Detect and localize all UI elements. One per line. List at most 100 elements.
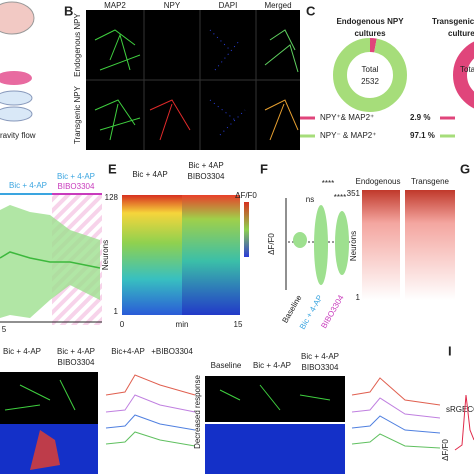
y-tick-label: 351 [347, 189, 361, 198]
sensor-label: sRGECO [446, 405, 474, 414]
donut [333, 38, 407, 112]
condition-label: BIBO3304 [188, 172, 225, 181]
trace [454, 394, 474, 451]
group-label: Baseline [280, 293, 303, 325]
panel-label: C [306, 3, 316, 18]
violin [293, 232, 307, 248]
significance: ns [306, 195, 314, 204]
y-tick-label: 1 [356, 293, 361, 302]
heatmap-title: Transgene [411, 177, 450, 186]
significance: **** [322, 179, 334, 188]
condition-label: BIBO3304 [302, 363, 339, 372]
donut-ring [453, 41, 474, 109]
legend-label: NPY⁻ & MAP2⁺ [320, 131, 376, 140]
condition-label: Bic + 4-AP [3, 347, 41, 356]
panel-label: G [460, 161, 470, 176]
y-tick-label: 1 [114, 307, 119, 316]
violin [335, 211, 349, 275]
donut-title: Endogenous NPY [336, 17, 404, 26]
condition-label: Bic + 4-AP [57, 347, 95, 356]
micrograph [205, 424, 345, 474]
y-label: ΔF/F0 [441, 439, 450, 461]
condition-label: Bic + 4-AP [253, 361, 291, 370]
dish [0, 90, 33, 106]
decoration [105, 431, 196, 447]
condition-label: Baseline [211, 361, 242, 370]
donut-segment [333, 38, 407, 112]
column-label: NPY [164, 1, 181, 10]
colorbar [244, 202, 249, 257]
condition-label: Bic + 4-AP [9, 181, 47, 190]
column-label: Merged [264, 1, 291, 10]
heatmap [405, 190, 455, 300]
row-label: Endogenous NPY [73, 13, 82, 77]
donut-title: Transgenic NPY [432, 17, 474, 26]
heatmap [362, 190, 400, 300]
condition-label: Bic + 4-AP [301, 352, 339, 361]
condition-label: Bic+4-AP [111, 347, 145, 356]
total-value: 2532 [361, 77, 379, 86]
y-label: Neurons [101, 240, 110, 270]
decoration [105, 374, 196, 396]
decoration [264, 99, 299, 141]
decoration [351, 397, 441, 419]
dish [0, 71, 32, 85]
panel-label: B [64, 3, 73, 18]
decoration [351, 377, 441, 406]
decoration [209, 99, 246, 136]
panel-label: I [448, 343, 452, 358]
x-tick-label: 15 [234, 320, 243, 329]
column-label: DAPI [219, 1, 238, 10]
value-label: 97.1 % [410, 131, 435, 140]
total-label: Total [362, 65, 379, 74]
mean-trace [0, 251, 101, 269]
neurons [219, 384, 331, 411]
activity-map [30, 430, 60, 470]
row-label: Decreased response [193, 375, 202, 449]
condition-label: Bic + 4AP [188, 161, 223, 170]
decoration [105, 394, 196, 413]
heatmap [182, 195, 240, 315]
caption: ravity flow [0, 131, 36, 140]
dish [0, 106, 33, 122]
dish [0, 1, 35, 35]
y-tick-label: 128 [105, 193, 119, 202]
x-label: 5 [2, 325, 7, 334]
condition-label: BIBO3304 [58, 182, 95, 191]
condition-label: Bic + 4AP [132, 170, 167, 179]
column-label: MAP2 [104, 1, 126, 10]
traces [105, 374, 441, 449]
row-label: Transgenic NPY [73, 85, 82, 144]
decoration [105, 414, 196, 431]
x-tick-label: 0 [120, 320, 125, 329]
condition-label: BIBO3304 [58, 358, 95, 367]
total-label: Total [460, 65, 474, 74]
decoration [264, 29, 299, 73]
condition-label: +BIBO3304 [151, 347, 193, 356]
donut-subtitle: cultures [354, 29, 386, 38]
decoration [94, 99, 141, 141]
violin [314, 205, 328, 285]
decoration [351, 433, 441, 449]
decoration [149, 99, 191, 141]
colorbar-label: ΔF/F0 [235, 191, 257, 200]
y-label: ΔF/F0 [267, 233, 276, 255]
condition-label: Bic + 4-AP [57, 172, 95, 181]
neurons [94, 29, 299, 141]
heatmap [122, 195, 182, 315]
value-label: 2.9 % [410, 113, 430, 122]
donut-subtitle: cultures [448, 29, 474, 38]
decoration [351, 415, 441, 434]
y-label: Neurons [349, 231, 358, 261]
panel-label: F [260, 161, 268, 176]
significance: **** [334, 193, 346, 202]
legend-label: NPY⁺& MAP2⁺ [320, 113, 374, 122]
panel-label: E [108, 161, 117, 176]
x-unit: min [176, 320, 189, 329]
panel-grid [86, 10, 300, 150]
neurons [4, 379, 76, 411]
decoration [94, 29, 141, 71]
heatmap-title: Endogenous [356, 177, 401, 186]
